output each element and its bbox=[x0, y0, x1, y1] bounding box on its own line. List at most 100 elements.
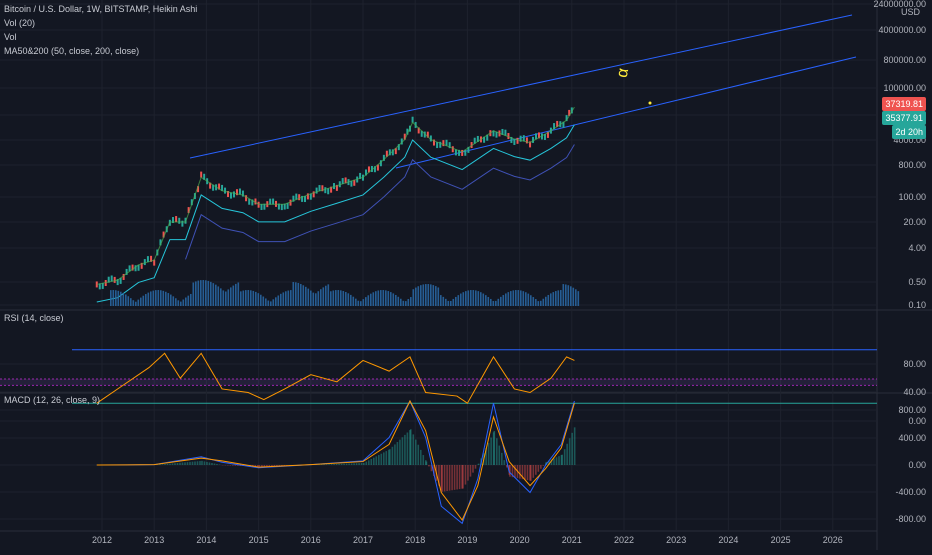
price-candle bbox=[319, 185, 321, 191]
price-unit-label: USD bbox=[901, 7, 921, 17]
macd-histogram-bar bbox=[415, 440, 417, 465]
volume-bar bbox=[353, 297, 355, 306]
volume-bar bbox=[370, 294, 372, 306]
volume-bar bbox=[563, 284, 565, 306]
volume-bar bbox=[215, 285, 217, 306]
macd-histogram-bar bbox=[348, 463, 350, 465]
volume-bar bbox=[465, 291, 467, 306]
volume-bar bbox=[578, 291, 580, 306]
volume-bar bbox=[383, 290, 385, 306]
macd-histogram-bar bbox=[538, 465, 540, 472]
macd-histogram-bar bbox=[371, 459, 373, 465]
macd-histogram-bar bbox=[444, 465, 446, 491]
volume-bar bbox=[195, 281, 197, 306]
macd-histogram-bar bbox=[386, 451, 388, 465]
macd-histogram-bar bbox=[179, 463, 181, 465]
study-volume-20[interactable]: Vol (20) bbox=[4, 18, 35, 28]
macd-histogram-bar bbox=[470, 465, 472, 477]
macd-title[interactable]: MACD (12, 26, close, 9) bbox=[4, 395, 100, 405]
macd-histogram-bar bbox=[524, 465, 526, 480]
volume-bar bbox=[133, 300, 135, 306]
macd-histogram-bar bbox=[381, 454, 383, 465]
macd-tick-label: -800.00 bbox=[895, 514, 926, 524]
macd-histogram-bar bbox=[496, 438, 498, 465]
volume-bar bbox=[415, 288, 417, 306]
study-ma[interactable]: MA50&200 (50, close, 200, close) bbox=[4, 46, 139, 56]
macd-histogram-bar bbox=[417, 445, 419, 465]
volume-bar bbox=[280, 294, 282, 306]
macd-histogram-bar bbox=[454, 465, 456, 490]
volume-bar bbox=[155, 290, 157, 306]
price-candle bbox=[436, 142, 438, 148]
volume-bar bbox=[448, 301, 450, 306]
volume-bar bbox=[515, 290, 517, 306]
macd-tick-label: -400.00 bbox=[895, 487, 926, 497]
macd-histogram-bar bbox=[389, 449, 391, 465]
volume-bar bbox=[335, 290, 337, 306]
rsi-title[interactable]: RSI (14, close) bbox=[4, 313, 64, 323]
time-tick-label: 2017 bbox=[353, 535, 373, 545]
macd-histogram-bar bbox=[558, 456, 560, 465]
rsi-line bbox=[97, 353, 575, 403]
volume-bar bbox=[275, 297, 277, 306]
macd-histogram-bar bbox=[488, 443, 490, 465]
volume-bar bbox=[200, 280, 202, 306]
price-candle bbox=[517, 138, 519, 144]
volume-bar bbox=[313, 293, 315, 306]
volume-bar bbox=[410, 297, 412, 306]
time-tick-label: 2014 bbox=[196, 535, 216, 545]
volume-bar bbox=[188, 296, 190, 306]
volume-bar bbox=[530, 295, 532, 306]
macd-histogram-bar bbox=[363, 463, 365, 465]
macd-histogram-bar bbox=[378, 455, 380, 465]
volume-bar bbox=[123, 293, 125, 306]
macd-histogram-bar bbox=[449, 465, 451, 491]
volume-bar bbox=[470, 290, 472, 306]
volume-bar bbox=[175, 298, 177, 306]
macd-histogram-bar bbox=[462, 465, 464, 489]
macd-histogram-bar bbox=[211, 463, 213, 465]
volume-bar bbox=[153, 291, 155, 306]
volume-bar bbox=[430, 284, 432, 306]
volume-bar bbox=[553, 292, 555, 306]
volume-bar bbox=[368, 295, 370, 306]
macd-histogram-bar bbox=[501, 453, 503, 465]
macd-histogram-bar bbox=[456, 465, 458, 489]
volume-bar bbox=[260, 295, 262, 306]
volume-bar bbox=[163, 291, 165, 306]
macd-tick-label: 0.00 bbox=[908, 460, 926, 470]
study-volume[interactable]: Vol bbox=[4, 32, 17, 42]
macd-histogram-bar bbox=[564, 449, 566, 465]
time-tick-label: 2018 bbox=[405, 535, 425, 545]
macd-histogram-bar bbox=[209, 462, 211, 465]
volume-bar bbox=[205, 280, 207, 306]
volume-bar bbox=[455, 297, 457, 306]
macd-histogram-bar bbox=[343, 464, 345, 465]
volume-bar bbox=[270, 301, 272, 306]
macd-histogram-bar bbox=[201, 461, 203, 465]
macd-histogram-bar bbox=[412, 434, 414, 465]
macd-histogram-bar bbox=[530, 465, 532, 481]
price-tick-label: 0.50 bbox=[908, 277, 926, 287]
volume-bar bbox=[248, 290, 250, 306]
volume-bar bbox=[180, 302, 182, 306]
macd-histogram-bar bbox=[561, 455, 563, 465]
volume-bar bbox=[148, 293, 150, 306]
volume-bar bbox=[218, 286, 220, 306]
volume-bar bbox=[510, 291, 512, 306]
volume-bar bbox=[190, 294, 192, 306]
time-tick-label: 2012 bbox=[92, 535, 112, 545]
volume-bar bbox=[255, 292, 257, 306]
macd-histogram-bar bbox=[331, 464, 333, 465]
volume-bar bbox=[170, 295, 172, 306]
volume-bar bbox=[308, 289, 310, 306]
macd-histogram-bar bbox=[397, 442, 399, 465]
macd-histogram-bar bbox=[199, 461, 201, 465]
price-candle bbox=[258, 202, 260, 208]
macd-histogram-bar bbox=[494, 431, 496, 465]
volume-bar bbox=[570, 286, 572, 306]
volume-bar bbox=[533, 297, 535, 306]
volume-bar bbox=[250, 290, 252, 306]
